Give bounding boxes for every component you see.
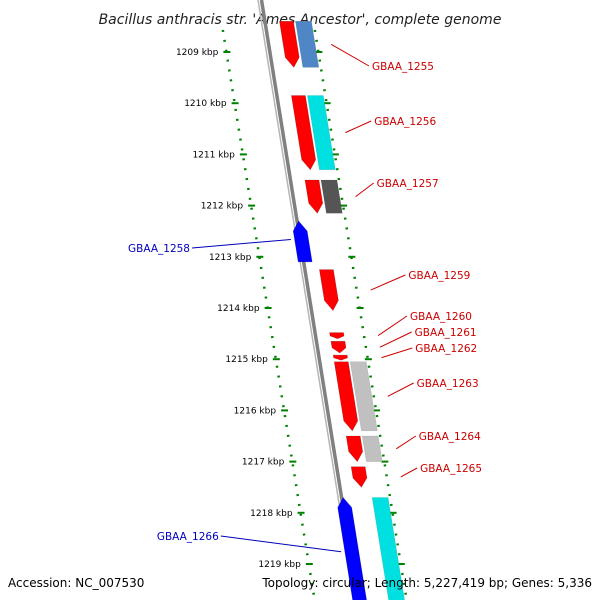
- gene-label: GBAA_1262: [415, 343, 477, 355]
- map-title: Bacillus anthracis str. 'Ames Ancestor',…: [99, 12, 502, 28]
- gene-leader-line: [191, 238, 291, 249]
- scale-rail-right: [313, 29, 408, 600]
- accession-text: Accession: NC_007530: [8, 576, 144, 590]
- gene-leader-line: [345, 120, 372, 134]
- scale-ticks: 1209 kbp 1210 kbp 1211 kbp 1212 kbp 1213 kbp…: [176, 29, 408, 600]
- gene-leader-line: [400, 467, 418, 478]
- gene-arrow: [350, 466, 368, 488]
- feature-tracks: [295, 21, 405, 600]
- gene-label: GBAA_1263: [417, 378, 479, 390]
- gene-leader-line: [395, 435, 417, 450]
- gene-label: GBAA_1257: [377, 178, 439, 190]
- feature-track-bar: [320, 179, 343, 214]
- gene-arrow: [292, 220, 313, 263]
- gene-label: GBAA_1255: [372, 61, 434, 73]
- feature-track-bar: [371, 497, 405, 600]
- scale-rail-left: [221, 29, 316, 600]
- scale-tick-label: 1210 kbp: [184, 99, 227, 109]
- topology-text: Topology: circular; Length: 5,227,419 bp…: [261, 576, 592, 590]
- gene-leader-line: [381, 347, 413, 359]
- gene-arrow: [337, 496, 367, 600]
- gene-label: GBAA_1260: [410, 311, 472, 323]
- gene-leader-line: [379, 331, 412, 348]
- scale-tick-label: 1214 kbp: [217, 304, 260, 314]
- scale-tick-label: 1219 kbp: [258, 560, 301, 570]
- gene-label: GBAA_1256: [374, 116, 436, 128]
- gene-arrow: [332, 354, 348, 361]
- feature-track-bar: [307, 95, 336, 171]
- feature-track-bar: [295, 21, 320, 68]
- scale-tick-label: 1215 kbp: [225, 355, 268, 365]
- scale-tick-label: 1211 kbp: [192, 150, 235, 160]
- scale-tick-label: 1213 kbp: [209, 253, 252, 263]
- gene-leader-line: [370, 274, 406, 291]
- scale-tick-label: 1209 kbp: [176, 48, 219, 58]
- gene-label: GBAA_1264: [419, 431, 481, 443]
- gene-arrow: [319, 269, 339, 312]
- gene-leader-line: [355, 182, 374, 198]
- gene-leader-line: [387, 382, 414, 397]
- gene-leader-line: [330, 43, 370, 67]
- gene-features: [279, 20, 368, 600]
- gene-arrow: [291, 95, 317, 171]
- gene-arrow: [333, 361, 359, 432]
- gene-arrow: [329, 332, 345, 340]
- gene-arrow: [304, 179, 324, 214]
- feature-track-bar: [361, 435, 383, 462]
- gene-label: GBAA_1258: [128, 243, 190, 255]
- gene-label: GBAA_1265: [420, 463, 482, 475]
- scale-tick-label: 1212 kbp: [201, 202, 244, 212]
- backbone-line-left: [257, 0, 356, 600]
- gene-leader-line: [377, 315, 408, 337]
- gene-label: GBAA_1266: [157, 531, 219, 543]
- scale-tick-label: 1216 kbp: [234, 406, 277, 416]
- scale-tick-label: 1218 kbp: [250, 509, 293, 519]
- gene-arrow: [279, 20, 300, 68]
- gene-arrow: [330, 340, 347, 354]
- feature-track-bar: [349, 361, 378, 432]
- gene-leader-line: [220, 535, 342, 553]
- gene-labels: GBAA_1255 GBAA_1256 GBAA_1257 GBAA_1258 GBAA…: [128, 43, 482, 553]
- scale-tick-label: 1217 kbp: [242, 458, 285, 468]
- gene-label: GBAA_1261: [415, 327, 477, 339]
- gene-arrow: [345, 435, 364, 463]
- gene-label: GBAA_1259: [408, 270, 470, 282]
